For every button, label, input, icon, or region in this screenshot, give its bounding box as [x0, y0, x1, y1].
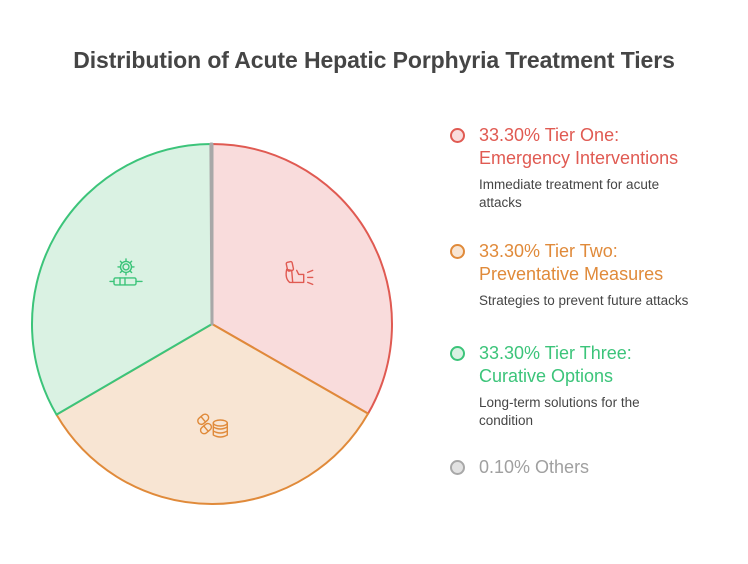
legend-item-tier-one: 33.30% Tier One: Emergency Interventions…: [449, 124, 739, 212]
legend-heading-tier-three: 33.30% Tier Three: Curative Options: [479, 342, 739, 388]
legend-heading-line1: 33.30% Tier Two:: [479, 241, 618, 261]
legend-desc-line1: Immediate treatment for acute: [479, 177, 660, 192]
legend-heading-tier-two: 33.30% Tier Two: Preventative Measures: [479, 240, 739, 286]
legend-heading-line1: 0.10% Others: [479, 457, 590, 477]
legend-heading-line2: Emergency Interventions: [479, 148, 679, 168]
legend-heading-line2: Preventative Measures: [479, 264, 664, 284]
pie-slice-tier-one: [211, 143, 393, 415]
legend-swatch-tier-two: [450, 244, 465, 259]
legend-desc-tier-one: Immediate treatment for acute attacks: [479, 176, 729, 212]
legend-item-others: 0.10% Others: [449, 456, 739, 479]
legend-heading-tier-one: 33.30% Tier One: Emergency Interventions: [479, 124, 739, 170]
legend-desc-tier-two: Strategies to prevent future attacks: [479, 292, 729, 310]
legend-heading-line1: 33.30% Tier One:: [479, 125, 620, 145]
legend-heading-line1: 33.30% Tier Three:: [479, 343, 632, 363]
pills-coins-icon: [197, 413, 229, 438]
legend-item-tier-three: 33.30% Tier Three: Curative Options Long…: [449, 342, 739, 430]
chart-title: Distribution of Acute Hepatic Porphyria …: [73, 47, 675, 73]
legend-desc-line1: Strategies to prevent future attacks: [479, 293, 689, 308]
legend-swatch-tier-one: [450, 128, 465, 143]
legend-heading-others: 0.10% Others: [479, 456, 739, 479]
legend-item-tier-two: 33.30% Tier Two: Preventative Measures S…: [449, 240, 739, 310]
inhaler-icon: [285, 260, 314, 286]
pie-slice-tier-three: [31, 143, 213, 416]
pie-slice-others: [209, 142, 214, 326]
pie-slices: [31, 142, 393, 505]
legend-desc-line1: Long-term solutions for the: [479, 395, 640, 410]
legend-desc-line2: attacks: [479, 195, 522, 210]
gear-syringe-icon: [109, 258, 143, 286]
pie-slice-tier-two: [55, 323, 370, 505]
legend-swatch-tier-three: [450, 346, 465, 361]
legend-desc-line2: condition: [479, 413, 534, 428]
legend-heading-line2: Curative Options: [479, 366, 614, 386]
legend-desc-tier-three: Long-term solutions for the condition: [479, 394, 729, 430]
legend-swatch-others: [450, 460, 465, 475]
